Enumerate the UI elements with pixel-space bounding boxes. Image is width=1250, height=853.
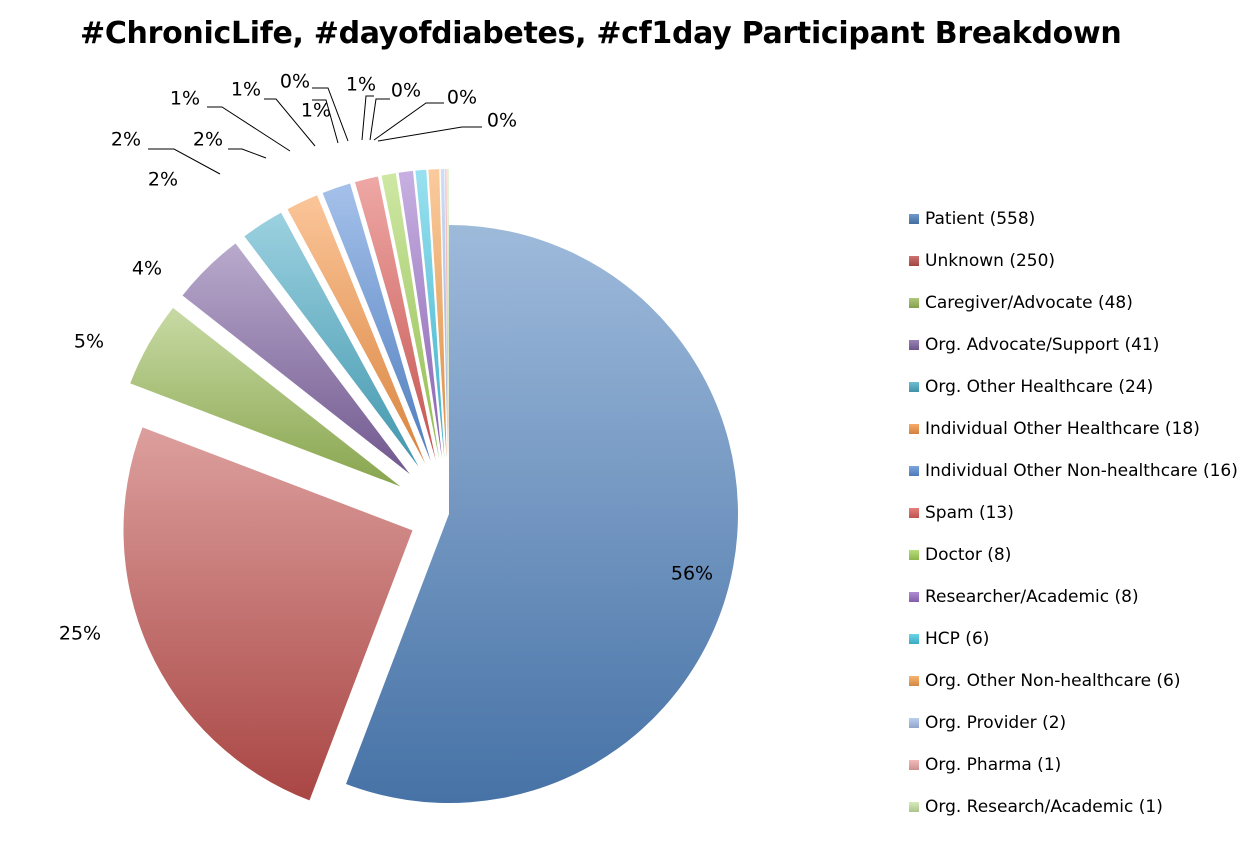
legend-item-org-provider: Org. Provider (2) (909, 702, 1238, 744)
legend-item-org-other-healthcare: Org. Other Healthcare (24) (909, 366, 1238, 408)
legend-item-individual-other-non-healthcare: Individual Other Non-healthcare (16) (909, 450, 1238, 492)
leader-line-org-pharma (373, 102, 444, 141)
legend-swatch (909, 382, 919, 392)
percent-label-org-other-non-healthcare: 1% (346, 74, 376, 96)
pie-slice-hcp (415, 169, 445, 459)
legend-label: Org. Research/Academic (1) (925, 797, 1163, 817)
leader-line-individual-other-non-healthcare (228, 148, 267, 159)
leader-line-doctor (264, 98, 316, 147)
legend-swatch (909, 802, 919, 812)
percent-label-org-provider: 0% (391, 80, 421, 102)
legend-label: Individual Other Non-healthcare (16) (925, 461, 1238, 481)
percent-label-doctor: 1% (231, 79, 261, 101)
pie-slice-spam (354, 176, 436, 460)
pie-slice-patient (345, 225, 739, 803)
legend-item-org-other-non-healthcare: Org. Other Non-healthcare (6) (909, 660, 1238, 702)
pie-slice-org-provider (440, 169, 448, 459)
pie-slice-org-advocate-support (182, 243, 410, 475)
legend-item-org-pharma: Org. Pharma (1) (909, 744, 1238, 786)
legend-swatch (909, 298, 919, 308)
legend-item-individual-other-healthcare: Individual Other Healthcare (18) (909, 408, 1238, 450)
legend-item-org-advocate-support: Org. Advocate/Support (41) (909, 324, 1238, 366)
legend-swatch (909, 214, 919, 224)
leader-line-org-other-non-healthcare (361, 95, 374, 141)
legend-item-unknown: Unknown (250) (909, 240, 1238, 282)
legend-label: Spam (13) (925, 503, 1014, 523)
percent-label-researcher-academic: 1% (301, 100, 331, 122)
legend-swatch (909, 508, 919, 518)
legend-swatch (909, 550, 919, 560)
legend-label: Org. Other Non-healthcare (6) (925, 671, 1181, 691)
legend-label: Org. Provider (2) (925, 713, 1067, 733)
percent-label-org-research-academic: 0% (487, 110, 517, 132)
leader-line-researcher-academic (312, 99, 339, 144)
legend-label: Unknown (250) (925, 251, 1056, 271)
legend-label: HCP (6) (925, 629, 990, 649)
percent-label-caregiver-advocate: 5% (74, 331, 104, 353)
percent-label-individual-other-healthcare: 2% (111, 129, 141, 151)
percent-label-individual-other-non-healthcare: 2% (193, 129, 223, 151)
legend-item-hcp: HCP (6) (909, 618, 1238, 660)
pie-slice-caregiver-advocate (130, 307, 401, 487)
percent-label-patient: 56% (671, 563, 713, 585)
pie-slice-org-pharma (444, 169, 449, 459)
legend-item-org-research-academic: Org. Research/Academic (1) (909, 786, 1238, 828)
percent-label-org-pharma: 0% (447, 87, 477, 109)
percent-label-org-other-healthcare: 2% (148, 169, 178, 191)
pie-slices (123, 169, 739, 803)
legend-label: Org. Pharma (1) (925, 755, 1062, 775)
legend-item-caregiver-advocate: Caregiver/Advocate (48) (909, 282, 1238, 324)
legend-swatch (909, 718, 919, 728)
legend-swatch (909, 256, 919, 266)
legend-label: Doctor (8) (925, 545, 1012, 565)
legend-label: Patient (558) (925, 209, 1036, 229)
legend-item-researcher-academic: Researcher/Academic (8) (909, 576, 1238, 618)
percent-label-unknown: 25% (59, 623, 101, 645)
pie-slice-org-research-academic (447, 169, 449, 459)
percent-label-org-advocate-support: 4% (132, 258, 162, 280)
percent-labels: 56% 25% 5% 4% 2% 2% 2% 1% 1% 1% 0% 1% 0% 0% 0% (59, 71, 713, 645)
pie-slice-individual-other-non-healthcare (322, 183, 431, 462)
legend-item-doctor: Doctor (8) (909, 534, 1238, 576)
legend-item-spam: Spam (13) (909, 492, 1238, 534)
legend-swatch (909, 340, 919, 350)
pie-slice-unknown (123, 427, 413, 801)
legend-swatch (909, 466, 919, 476)
pie-slice-researcher-academic (398, 170, 442, 459)
percent-label-hcp: 0% (280, 71, 310, 93)
leader-line-spam (207, 106, 291, 152)
legend-label: Individual Other Healthcare (18) (925, 419, 1200, 439)
legend-label: Caregiver/Advocate (48) (925, 293, 1133, 313)
pie-slice-org-other-healthcare (244, 212, 419, 467)
legend-swatch (909, 760, 919, 770)
percent-label-spam: 1% (170, 88, 200, 110)
leader-line-hcp (312, 87, 349, 142)
pie-slice-org-other-non-healthcare (428, 169, 447, 459)
legend-label: Org. Other Healthcare (24) (925, 377, 1154, 397)
legend-item-patient: Patient (558) (909, 198, 1238, 240)
legend-swatch (909, 676, 919, 686)
leader-line-individual-other-healthcare (148, 148, 221, 175)
chart-title: #ChronicLife, #dayofdiabetes, #cf1day Pa… (80, 16, 1122, 51)
legend-swatch (909, 592, 919, 602)
leader-lines (148, 87, 482, 175)
leader-line-org-research-academic (377, 126, 482, 142)
legend-swatch (909, 424, 919, 434)
pie-slice-individual-other-healthcare (287, 195, 426, 464)
pie-slice-doctor (381, 173, 440, 459)
legend: Patient (558) Unknown (250) Caregiver/Advo… (909, 198, 1238, 828)
legend-label: Org. Advocate/Support (41) (925, 335, 1160, 355)
legend-label: Researcher/Academic (8) (925, 587, 1139, 607)
legend-swatch (909, 634, 919, 644)
leader-line-org-provider (369, 98, 390, 141)
